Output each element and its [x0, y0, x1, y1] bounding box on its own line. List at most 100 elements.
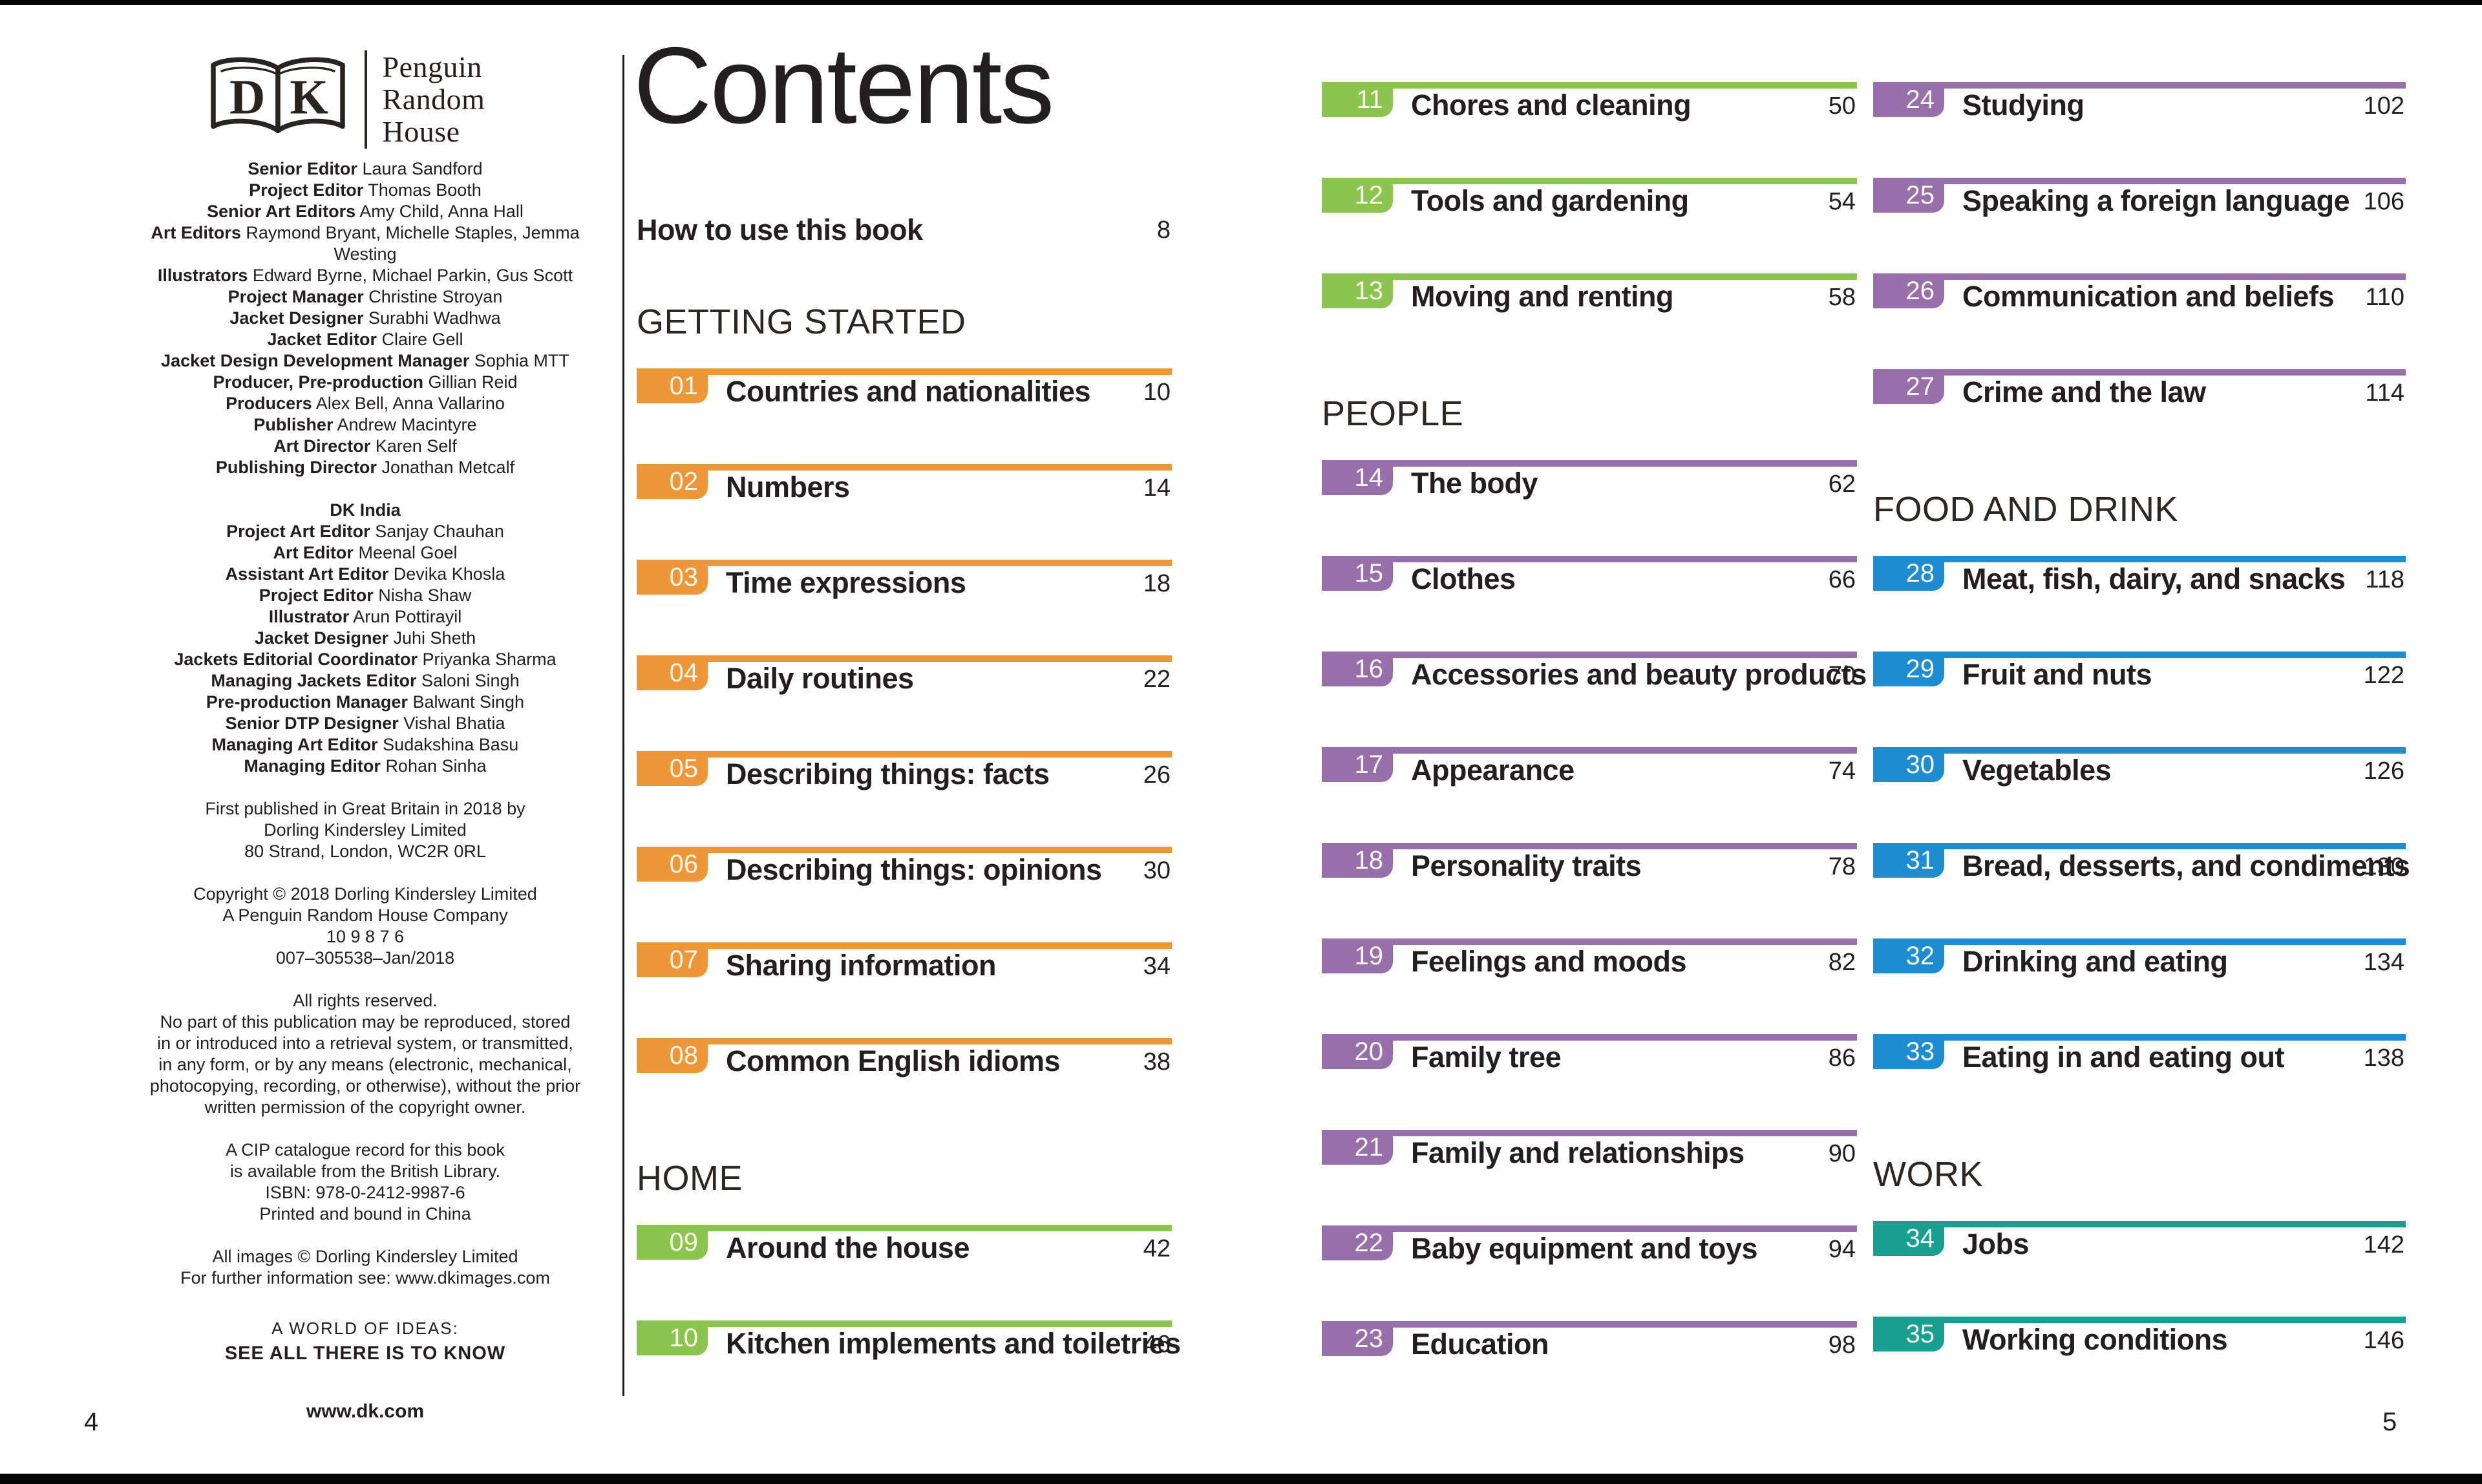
credit-role-label: Illustrator — [268, 607, 350, 626]
credit-line: Illustrator Arun Pottirayil — [139, 606, 591, 628]
imprint-line: Penguin — [382, 50, 482, 83]
entry-number-tab: 17 — [1322, 747, 1393, 782]
entry-number-tab: 11 — [1322, 82, 1393, 117]
entry-page-number: 26 — [1143, 761, 1171, 789]
entry-number-tab: 12 — [1322, 178, 1393, 213]
entry-title: Family and relationships — [1411, 1136, 1745, 1169]
credit-person-name: Andrew Macintyre — [337, 415, 477, 434]
credit-person-name: Claire Gell — [381, 330, 463, 349]
entry-color-rule — [1873, 369, 2406, 376]
credit-person-name: Arun Pottirayil — [353, 607, 462, 626]
entry-title: Personality traits — [1411, 849, 1642, 882]
entry-title: Meat, fish, dairy, and snacks — [1962, 562, 2346, 595]
credit-role-label: Publisher — [253, 415, 334, 434]
credit-role-label: Project Manager — [228, 287, 364, 306]
section-heading-text: PEOPLE — [1322, 394, 1464, 433]
credit-line: Managing Jackets Editor Saloni Singh — [139, 670, 591, 692]
entry-title: The body — [1411, 467, 1538, 500]
entry-number: 20 — [1354, 1037, 1384, 1066]
entry-number-tab: 09 — [637, 1225, 708, 1260]
entry-number: 12 — [1354, 180, 1384, 209]
entry-number: 06 — [669, 849, 699, 878]
text-line: A CIP catalogue record for this book — [226, 1140, 505, 1160]
entry-number-tab: 01 — [637, 368, 708, 403]
toc-entry: 20 Family tree 86 — [1322, 1034, 1857, 1130]
entry-color-rule — [637, 560, 1172, 566]
entry-title: Tools and gardening — [1411, 184, 1689, 217]
text-line: written permission of the copyright owne… — [204, 1097, 526, 1117]
entry-number: 16 — [1354, 654, 1384, 683]
toc-section-heading: FOOD AND DRINK — [1873, 491, 2406, 527]
toc-entry: 34 Jobs 142 — [1873, 1221, 2406, 1317]
entry-number: 27 — [1905, 372, 1935, 401]
entry-title: Time expressions — [726, 566, 966, 599]
entry-page-number: 18 — [1143, 570, 1171, 597]
dk-letter-d: D — [229, 70, 265, 125]
toc-entry: 19 Feelings and moods 82 — [1322, 938, 1857, 1034]
credit-role-label: Project Art Editor — [226, 522, 370, 541]
imprint-line: House — [382, 115, 460, 148]
toc-entry: 06 Describing things: opinions 30 — [637, 847, 1172, 942]
entry-number: 13 — [1354, 276, 1384, 305]
credit-line: Jacket Designer Juhi Sheth — [139, 628, 591, 649]
entry-color-rule — [1873, 82, 2406, 89]
imprint-line: Random — [382, 83, 485, 116]
text-line: First published in Great Britain in 2018… — [205, 799, 525, 818]
toc-entry: 30 Vegetables 126 — [1873, 747, 2406, 843]
rights-notice: All rights reserved. No part of this publ… — [139, 990, 591, 1118]
credit-line: Illustrators Edward Byrne, Michael Parki… — [139, 265, 591, 286]
toc-entry: 32 Drinking and eating 134 — [1873, 938, 2406, 1034]
entry-title: Numbers — [726, 471, 850, 504]
toc-entry: 33 Eating in and eating out 138 — [1873, 1034, 2406, 1130]
credit-person-name: Alex Bell, Anna Vallarino — [315, 394, 505, 413]
credit-person-name: Saloni Singh — [421, 671, 520, 690]
entry-color-rule — [1322, 747, 1857, 754]
entry-number: 28 — [1905, 558, 1935, 588]
entry-page-number: 110 — [2365, 284, 2404, 311]
toc-section-heading: WORK — [1873, 1156, 2406, 1192]
section-heading-text: WORK — [1873, 1155, 1983, 1194]
entry-color-rule — [637, 655, 1172, 662]
credit-role-label: Jackets Editorial Coordinator — [174, 650, 418, 669]
credit-person-name: Edward Byrne, Michael Parkin, Gus Scott — [252, 266, 573, 285]
entry-number-tab: 03 — [637, 560, 708, 595]
section-heading-text: GETTING STARTED — [637, 302, 966, 341]
credit-role-label: Senior DTP Designer — [225, 714, 399, 733]
entry-page-number: 134 — [2363, 949, 2404, 976]
text-line: photocopying, recording, or otherwise), … — [149, 1076, 581, 1096]
toc-entry: 35 Working conditions 146 — [1873, 1317, 2406, 1412]
entry-number-tab: 18 — [1322, 843, 1393, 878]
entry-color-rule — [1322, 556, 1857, 562]
entry-page-number: 94 — [1828, 1236, 1856, 1263]
entry-page-number: 10 — [1143, 379, 1171, 406]
credit-line: Jacket Editor Claire Gell — [139, 329, 591, 350]
credit-line: Art Editors Raymond Bryant, Michelle Sta… — [139, 222, 591, 265]
credit-role-label: Pre-production Manager — [206, 692, 408, 712]
toc-entry: 03 Time expressions 18 — [637, 560, 1172, 655]
entry-color-rule — [1873, 178, 2406, 184]
toc-entry: 10 Kitchen implements and toiletries 46 — [637, 1320, 1181, 1416]
toc-section-heading: PEOPLE — [1322, 396, 1857, 432]
how-to-use-page-number: 8 — [1156, 217, 1171, 244]
entry-number: 04 — [669, 658, 699, 687]
credit-line: Project Editor Thomas Booth — [139, 180, 591, 201]
entry-color-rule — [1873, 273, 2406, 280]
credit-role-label: Art Editor — [273, 543, 354, 562]
entry-page-number: 62 — [1828, 471, 1856, 498]
entry-number: 11 — [1356, 85, 1383, 114]
publisher-logo: D K Penguin Random House — [120, 50, 572, 149]
entry-number: 21 — [1354, 1132, 1384, 1161]
entry-color-rule — [637, 1225, 1172, 1231]
entry-number: 32 — [1905, 941, 1935, 970]
toc-entry: 12 Tools and gardening 54 — [1322, 178, 1857, 273]
entry-title: Fruit and nuts — [1962, 658, 2152, 691]
text-line: in any form, or by any means (electronic… — [158, 1055, 572, 1074]
toc-entry: 18 Personality traits 78 — [1322, 843, 1857, 938]
entry-number-tab: 10 — [637, 1320, 708, 1355]
entry-title: Studying — [1962, 89, 2084, 122]
entry-title: Speaking a foreign language — [1962, 184, 2350, 217]
credit-person-name: Surabhi Wadhwa — [368, 308, 501, 328]
text-line: 007–305538–Jan/2018 — [275, 948, 455, 968]
entry-color-rule — [1322, 843, 1857, 849]
credit-line: Producer, Pre-production Gillian Reid — [139, 372, 591, 393]
